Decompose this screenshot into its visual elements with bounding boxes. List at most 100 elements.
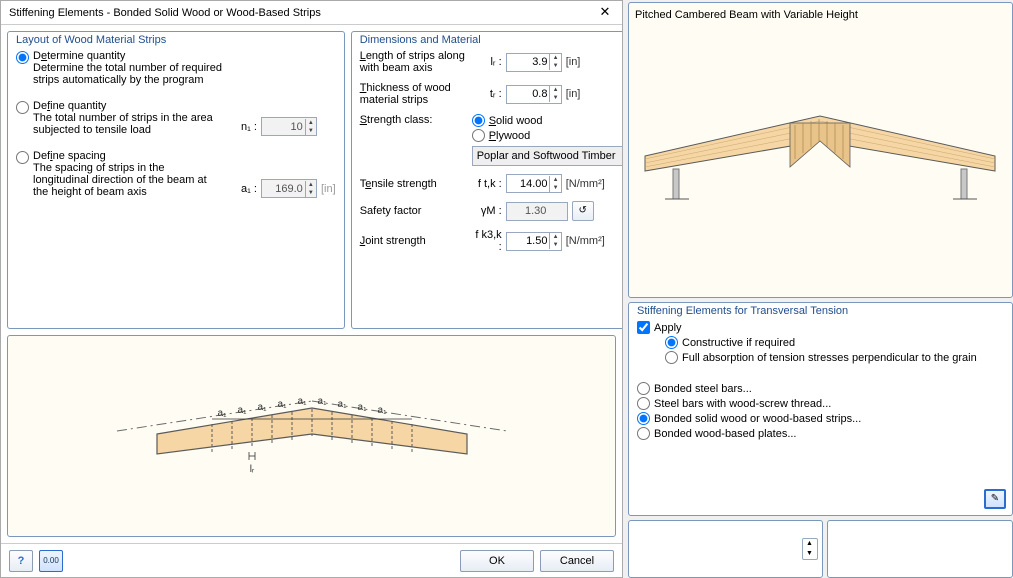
length-arrows[interactable]: ▲▼ <box>549 54 560 70</box>
plywood-option[interactable]: Plywood <box>472 129 622 142</box>
svg-text:a₁: a₁ <box>237 405 247 416</box>
preview-title: Pitched Cambered Beam with Variable Heig… <box>635 9 1006 21</box>
joint-row: Joint strength f k3,k : ▲▼ [N/mm²] <box>360 229 622 253</box>
safety-spinner <box>506 202 568 221</box>
opt-determine[interactable]: Determine quantity Determine the total n… <box>16 50 336 86</box>
a1-spinner[interactable]: ▲▼ <box>261 179 317 198</box>
joint-unit: [N/mm²] <box>566 235 605 247</box>
a1-symbol: a₁ : <box>231 183 257 195</box>
svg-text:a₁: a₁ <box>357 402 367 413</box>
n1-arrows[interactable]: ▲▼ <box>305 119 316 135</box>
plywood-label: Plywood <box>489 130 531 142</box>
tensile-spinner[interactable]: ▲▼ <box>506 174 562 193</box>
strength-class-label: Strength class: <box>360 114 468 126</box>
beam-diagram: a₁a₁a₁ a₁a₁a₁ a₁a₁a₁ lᵣ <box>7 335 616 537</box>
opt-wood-strips-label: Bonded solid wood or wood-based strips..… <box>654 413 861 425</box>
dialog-title: Stiffening Elements - Bonded Solid Wood … <box>9 7 596 19</box>
safety-sym: γM : <box>472 205 502 217</box>
opt-bonded-steel-label: Bonded steel bars... <box>654 383 752 395</box>
dims-groupbox: Dimensions and Material Length of strips… <box>351 31 622 329</box>
close-icon[interactable]: ✕ <box>596 4 614 22</box>
beam-diagram-svg: a₁a₁a₁ a₁a₁a₁ a₁a₁a₁ lᵣ <box>77 356 547 516</box>
svg-text:a₁: a₁ <box>377 405 387 416</box>
a1-unit: [in] <box>321 183 336 195</box>
length-sym: lᵣ : <box>472 56 502 68</box>
opt-bonded-steel[interactable]: Bonded steel bars... <box>637 382 1004 395</box>
cancel-button[interactable]: Cancel <box>540 550 614 572</box>
opt-wood-plates-label: Bonded wood-based plates... <box>654 428 797 440</box>
opt-wood-strips-radio[interactable] <box>637 412 650 425</box>
dialog-buttonbar: ? 0.00 OK Cancel <box>1 543 622 577</box>
sub-full-absorption-radio[interactable] <box>665 351 678 364</box>
apply-label: Apply <box>654 322 682 334</box>
help-button[interactable]: ? <box>9 550 33 572</box>
safety-row: Safety factor γM : ↺ <box>360 201 622 221</box>
opt-wood-plates-radio[interactable] <box>637 427 650 440</box>
svg-text:a₁: a₁ <box>337 399 347 410</box>
opt-wood-plates[interactable]: Bonded wood-based plates... <box>637 427 1004 440</box>
sub-constructive[interactable]: Constructive if required <box>665 336 1004 349</box>
bottom-strip: ▲▼ <box>628 520 1013 578</box>
edit-stiffening-button[interactable]: ✎ <box>984 489 1006 509</box>
svg-text:a₁: a₁ <box>297 396 307 407</box>
thickness-sym: tᵣ : <box>472 88 502 100</box>
bottom-right-panel <box>827 520 1013 578</box>
thickness-arrows[interactable]: ▲▼ <box>549 86 560 102</box>
opt-define-spacing[interactable]: Define spacing The spacing of strips in … <box>16 150 336 198</box>
safety-label: Safety factor <box>360 205 468 217</box>
bottom-left-panel: ▲▼ <box>628 520 823 578</box>
ok-button[interactable]: OK <box>460 550 534 572</box>
n1-symbol: n₁ : <box>231 121 257 133</box>
tensile-arrows[interactable]: ▲▼ <box>549 176 560 192</box>
apply-checkbox[interactable] <box>637 321 650 334</box>
svg-text:a₁: a₁ <box>317 396 327 407</box>
opt-define-qty-label: Define quantity <box>33 100 106 112</box>
thickness-spinner[interactable]: ▲▼ <box>506 85 562 104</box>
opt-define-qty-radio[interactable] <box>16 101 29 114</box>
svg-text:a₁: a₁ <box>257 402 267 413</box>
sub-full-absorption-label: Full absorption of tension stresses perp… <box>682 352 977 364</box>
opt-wood-strips[interactable]: Bonded solid wood or wood-based strips..… <box>637 412 1004 425</box>
opt-determine-desc: Determine the total number of required s… <box>33 62 233 86</box>
thickness-input[interactable] <box>507 88 550 100</box>
opt-screw-thread-radio[interactable] <box>637 397 650 410</box>
opt-define-spacing-desc: The spacing of strips in the longitudina… <box>33 162 223 198</box>
opt-bonded-steel-radio[interactable] <box>637 382 650 395</box>
joint-label: Joint strength <box>360 235 468 247</box>
joint-spinner[interactable]: ▲▼ <box>506 232 562 251</box>
sub-constructive-label: Constructive if required <box>682 337 795 349</box>
units-button[interactable]: 0.00 <box>39 550 63 572</box>
dialog-body: Layout of Wood Material Strips Determine… <box>1 25 622 543</box>
opt-define-spacing-radio[interactable] <box>16 151 29 164</box>
a1-input[interactable] <box>262 183 305 195</box>
opt-screw-thread[interactable]: Steel bars with wood-screw thread... <box>637 397 1004 410</box>
length-spinner[interactable]: ▲▼ <box>506 53 562 72</box>
panel-spinner[interactable]: ▲▼ <box>802 538 818 560</box>
material-select[interactable]: Poplar and Softwood Timber <box>472 146 622 166</box>
joint-arrows[interactable]: ▲▼ <box>549 233 560 249</box>
n1-input[interactable] <box>262 121 305 133</box>
length-unit: [in] <box>566 56 581 68</box>
thickness-unit: [in] <box>566 88 581 100</box>
opt-determine-label: Determine quantity <box>33 50 125 62</box>
sub-constructive-radio[interactable] <box>665 336 678 349</box>
length-row: Length of strips along with beam axis lᵣ… <box>360 50 622 74</box>
length-input[interactable] <box>507 56 550 68</box>
opt-screw-thread-label: Steel bars with wood-screw thread... <box>654 398 831 410</box>
sub-full-absorption[interactable]: Full absorption of tension stresses perp… <box>665 351 1004 364</box>
safety-input <box>507 205 567 217</box>
joint-input[interactable] <box>507 235 550 247</box>
apply-row[interactable]: Apply <box>637 321 1004 334</box>
opt-define-qty[interactable]: Define quantity The total number of stri… <box>16 100 336 136</box>
safety-default-button[interactable]: ↺ <box>572 201 594 221</box>
opt-determine-radio[interactable] <box>16 51 29 64</box>
stiffening-legend: Stiffening Elements for Transversal Tens… <box>635 305 850 317</box>
solid-wood-option[interactable]: Solid wood <box>472 114 622 127</box>
solid-wood-radio[interactable] <box>472 114 485 127</box>
n1-spinner[interactable]: ▲▼ <box>261 117 317 136</box>
a1-arrows[interactable]: ▲▼ <box>305 181 316 197</box>
beam-preview: Pitched Cambered Beam with Variable Heig… <box>628 2 1013 298</box>
plywood-radio[interactable] <box>472 129 485 142</box>
tensile-input[interactable] <box>507 178 550 190</box>
preview-svg <box>635 21 1005 281</box>
